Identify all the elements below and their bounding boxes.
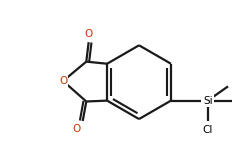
Text: Si: Si (203, 96, 213, 106)
Text: O: O (73, 124, 81, 134)
Text: O: O (84, 29, 93, 39)
Text: Cl: Cl (203, 125, 213, 135)
Text: O: O (59, 76, 67, 86)
